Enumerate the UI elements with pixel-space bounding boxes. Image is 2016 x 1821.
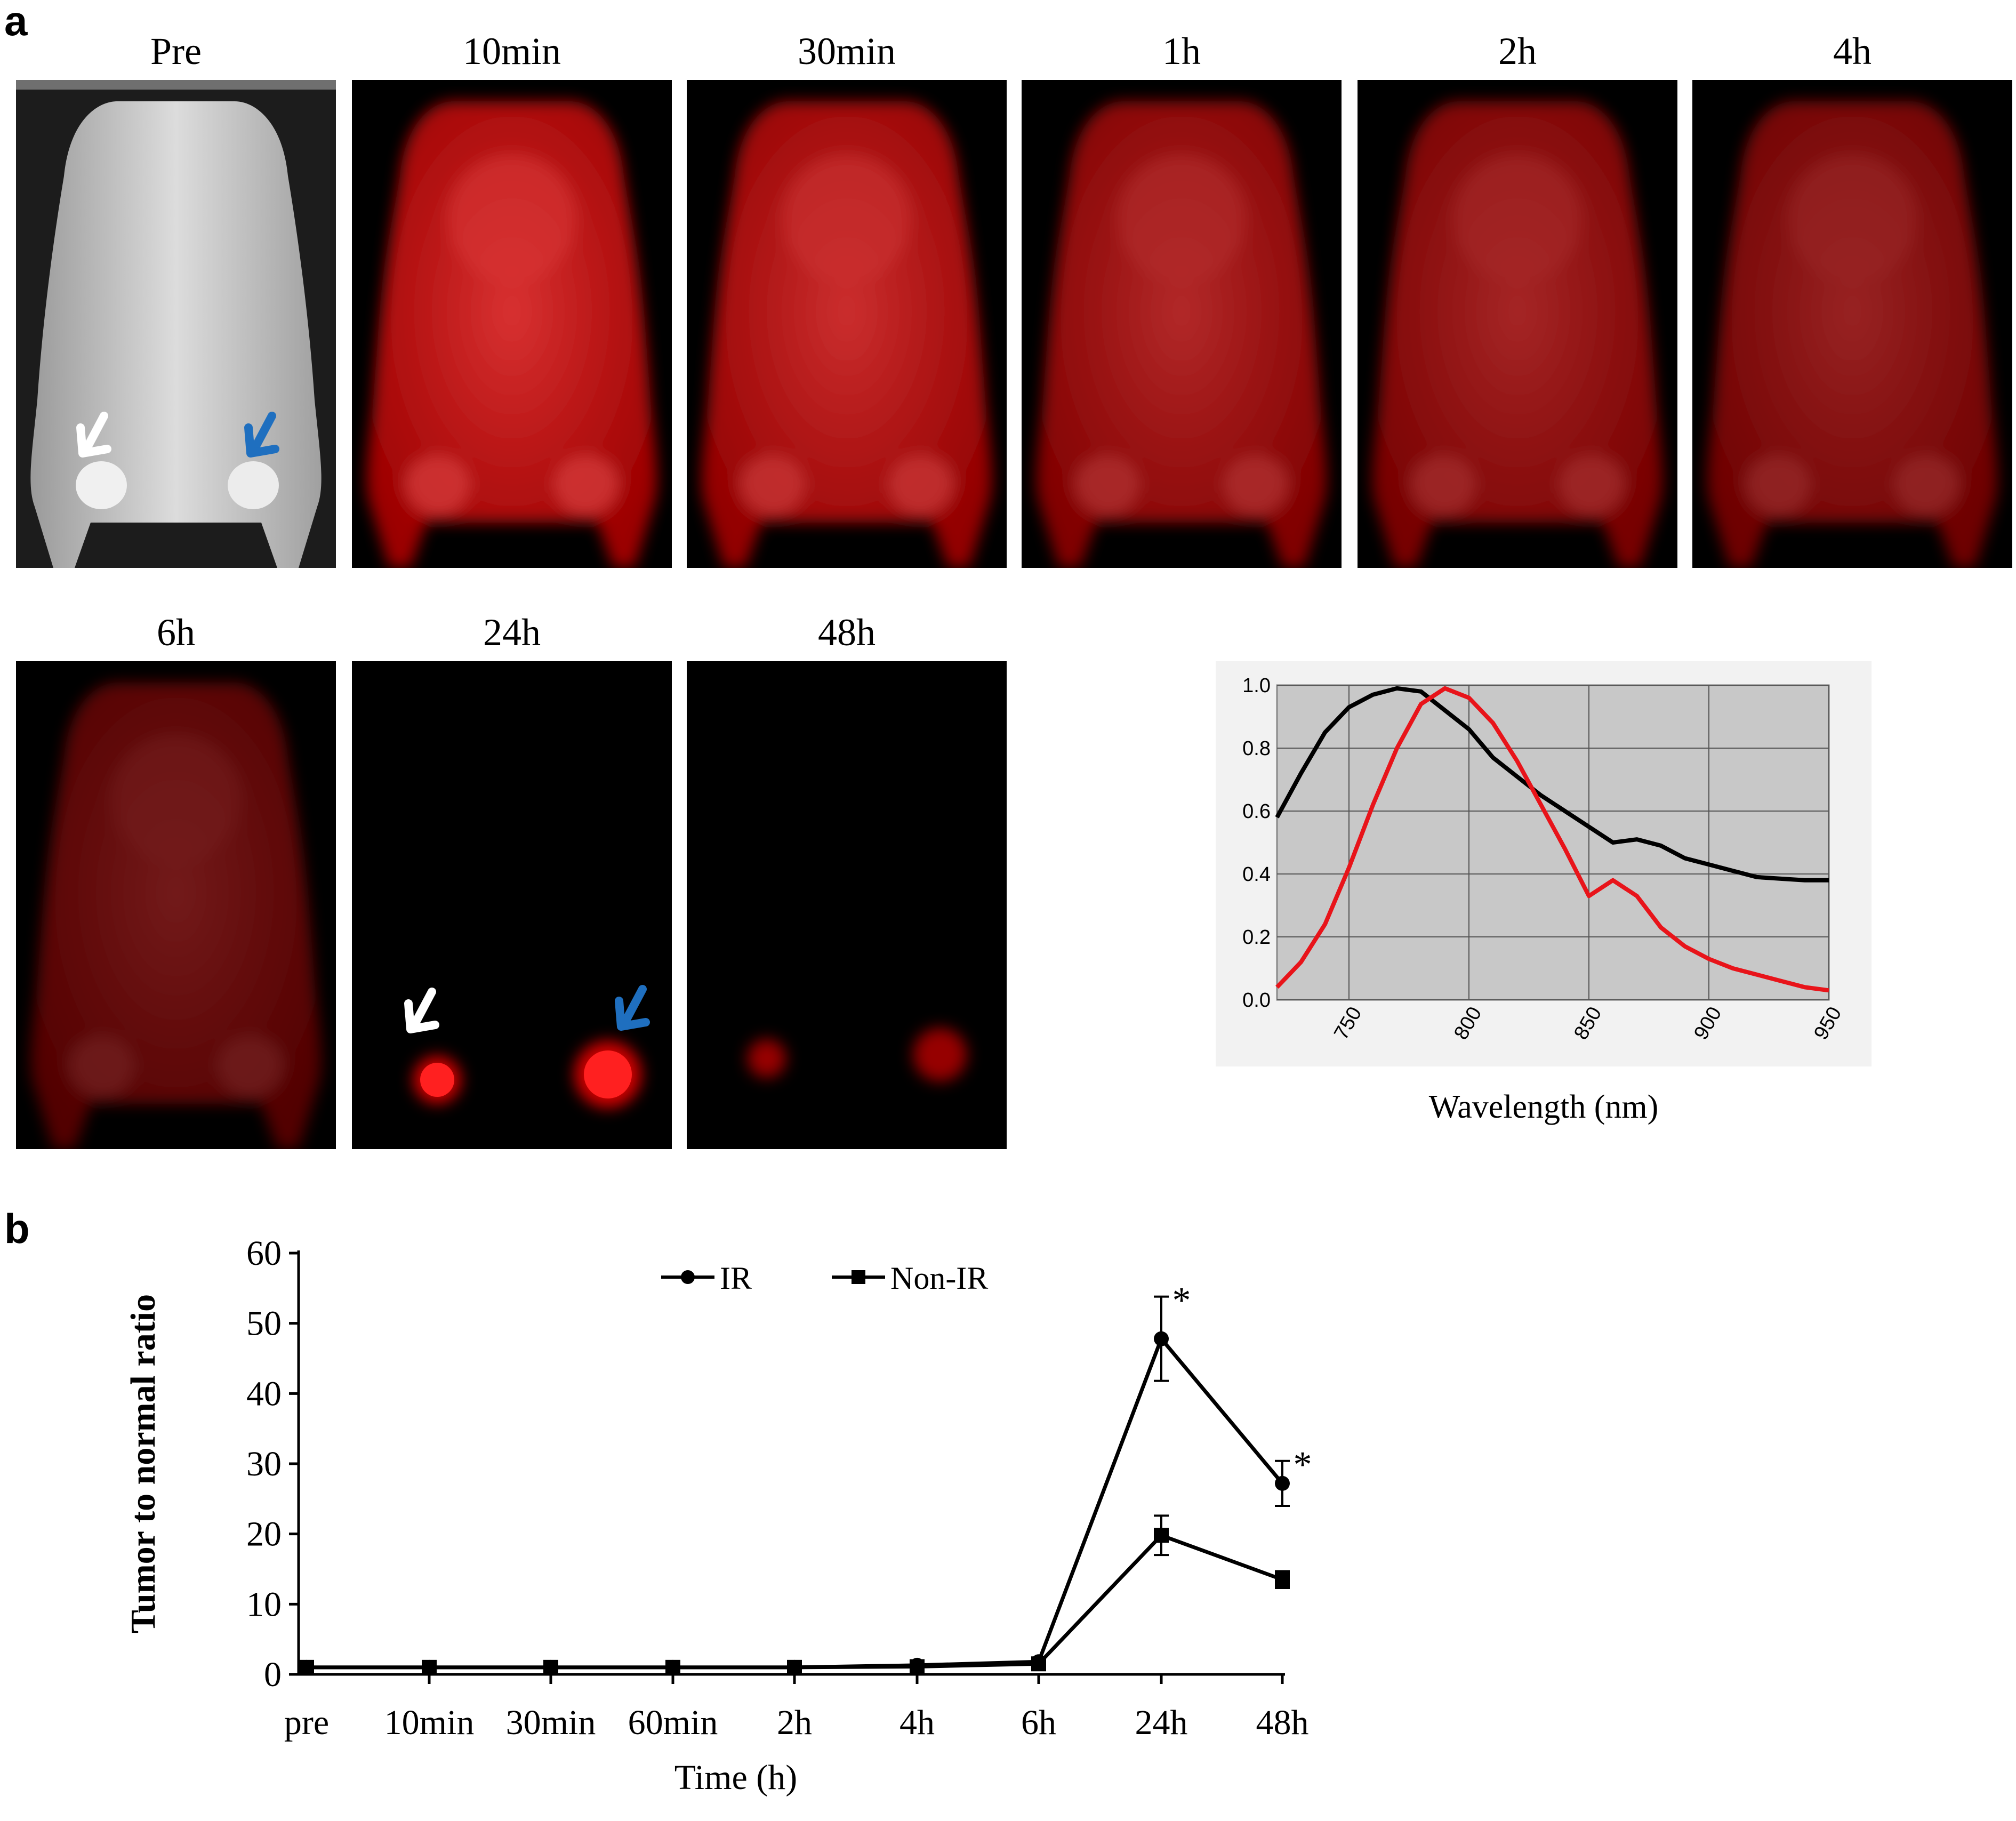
tumor-signal-core <box>420 1063 454 1097</box>
mouse-image-tile <box>687 661 1007 1149</box>
x-tick-label: 24h <box>1135 1703 1188 1742</box>
fluorescent-body <box>1036 101 1327 568</box>
non-ir-data-point <box>299 1659 314 1675</box>
mouse-image-tile <box>687 80 1007 568</box>
y-tick-label: 30 <box>246 1445 282 1483</box>
legend-marker-ir <box>681 1270 695 1284</box>
fluorescent-body <box>366 101 657 568</box>
non-ir-data-point <box>422 1659 437 1675</box>
non-ir-data-point <box>665 1659 680 1675</box>
tumor-right <box>228 461 279 509</box>
y-tick-label: 0.0 <box>1242 989 1271 1012</box>
non-ir-series-line <box>307 1533 1283 1670</box>
emission-spectrum-line <box>1275 686 1829 993</box>
y-tick-label: 0 <box>264 1655 282 1694</box>
y-axis-title: Tumor to normal ratio <box>124 1294 163 1633</box>
mouse-image-tile <box>1692 80 2012 568</box>
x-tick-label: 10min <box>384 1703 475 1742</box>
y-tick-label: 0.6 <box>1242 800 1271 823</box>
excitation-spectrum-line <box>1275 686 1829 883</box>
mouse-image-tile <box>1358 80 1677 568</box>
timepoint-label: 48h <box>818 611 876 654</box>
fluorescent-body <box>1707 101 1998 568</box>
ir-data-point <box>1275 1475 1290 1491</box>
mouse-body <box>30 101 322 568</box>
significance-marker: * <box>1294 1445 1312 1486</box>
x-tick-label: 2h <box>777 1703 812 1742</box>
mouse-image-tile <box>352 661 672 1149</box>
fluorescent-body <box>1372 101 1663 568</box>
panel-a-label: a <box>4 0 28 44</box>
timepoint-label: 30min <box>797 30 896 73</box>
spectrum-chart: 0.0 0.2 0.4 0.6 0.8 1.0 750 800 850 900 950 <box>1216 661 1872 1066</box>
y-tick-label: 10 <box>246 1585 282 1624</box>
white-arrow-icon <box>76 412 111 458</box>
panel-b-label: b <box>4 1205 30 1252</box>
y-tick-label: 0.4 <box>1242 863 1271 886</box>
tumor-signal <box>913 1028 967 1082</box>
x-tick-label: 60min <box>628 1703 718 1742</box>
tumor-signal-core <box>584 1050 632 1098</box>
mouse-image-tile <box>16 661 336 1149</box>
non-ir-data-point <box>543 1659 558 1675</box>
legend-marker-non-ir <box>852 1270 865 1284</box>
fluorescent-body <box>30 683 322 1149</box>
mouse-image-tile <box>16 80 336 568</box>
x-tick-label: 750 <box>1330 1003 1366 1044</box>
y-tick-label: 1.0 <box>1242 675 1271 697</box>
spectrum-plot-area <box>1276 684 1830 1001</box>
non-ir-data-point <box>1275 1572 1290 1587</box>
x-tick-label: 900 <box>1690 1003 1726 1044</box>
non-ir-data-point <box>910 1659 925 1674</box>
x-tick-label: 950 <box>1810 1003 1846 1044</box>
x-tick-label: 6h <box>1021 1703 1056 1742</box>
tumor-signal <box>747 1039 786 1078</box>
legend-label: IR <box>720 1261 752 1296</box>
timepoint-label: 6h <box>157 611 195 654</box>
non-ir-data-point <box>787 1659 802 1675</box>
ir-series-line <box>307 1335 1284 1670</box>
timepoint-label: Pre <box>150 30 202 73</box>
tumor-left <box>76 461 127 509</box>
fluorescent-body <box>701 101 992 568</box>
legend: IR Non-IR <box>661 1261 988 1296</box>
non-ir-data-point <box>1031 1656 1046 1672</box>
mouse-image-tile <box>1022 80 1342 568</box>
x-tick-label: 850 <box>1570 1003 1606 1044</box>
y-tick-label: 40 <box>246 1374 282 1413</box>
white-arrow-icon <box>404 988 439 1033</box>
y-tick-label: 20 <box>246 1515 282 1554</box>
non-ir-data-point <box>1154 1528 1169 1543</box>
legend-label: Non-IR <box>890 1261 988 1296</box>
timepoint-label: 10min <box>462 30 561 73</box>
timepoint-label: 24h <box>483 611 541 654</box>
x-tick-label: 48h <box>1256 1703 1309 1742</box>
x-tick-label: 800 <box>1450 1003 1486 1044</box>
mouse-image-tile <box>352 80 672 568</box>
x-tick-label: pre <box>284 1703 329 1742</box>
timepoint-label: 1h <box>1162 30 1201 73</box>
y-tick-label: 0.2 <box>1242 926 1271 949</box>
timepoint-label: 2h <box>1498 30 1537 73</box>
timepoint-label: 4h <box>1833 30 1872 73</box>
spectrum-x-axis-title: Wavelength (nm) <box>1428 1089 1659 1125</box>
y-tick-label: 60 <box>246 1234 282 1273</box>
x-axis-title: Time (h) <box>674 1758 797 1797</box>
tumor-ratio-chart: 0 10 20 30 40 50 60 pre 10min 30min 60min 2h 4h 6h 24h… <box>0 1194 1386 1821</box>
blue-arrow-icon <box>615 985 650 1031</box>
x-tick-label: 30min <box>506 1703 596 1742</box>
ir-data-point <box>1154 1331 1169 1346</box>
y-tick-label: 50 <box>246 1304 282 1343</box>
significance-marker: * <box>1172 1280 1191 1321</box>
blue-arrow-icon <box>244 412 279 458</box>
y-tick-label: 0.8 <box>1242 737 1271 760</box>
x-tick-label: 4h <box>899 1703 935 1742</box>
